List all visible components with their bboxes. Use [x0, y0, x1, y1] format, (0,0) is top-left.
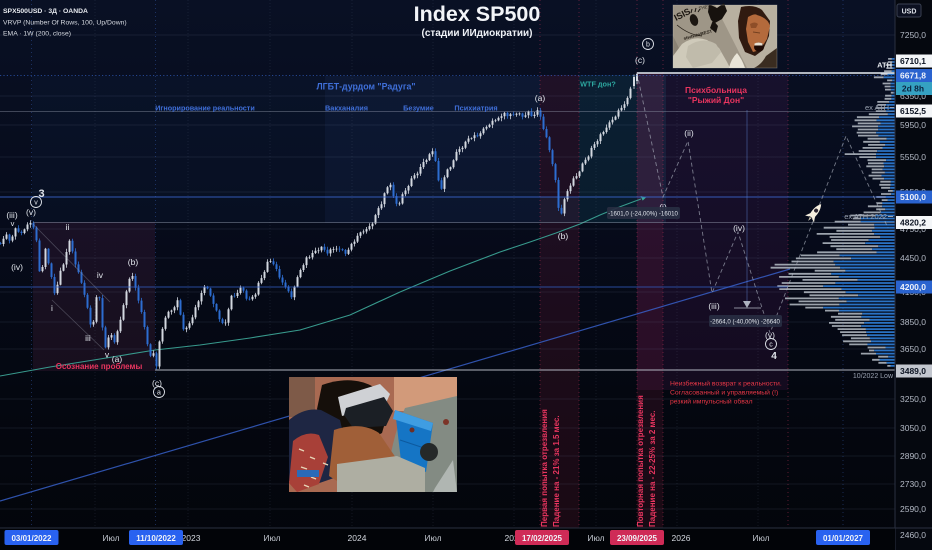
svg-text:Игнорирование реальности: Игнорирование реальности [155, 104, 255, 113]
svg-text:iv: iv [97, 270, 104, 280]
svg-text:2590,0: 2590,0 [900, 504, 926, 514]
svg-text:(c): (c) [152, 378, 162, 388]
svg-text:2730,0: 2730,0 [900, 479, 926, 489]
svg-text:17/02/2025: 17/02/2025 [522, 534, 563, 543]
svg-text:4: 4 [771, 351, 777, 362]
svg-text:2460,0: 2460,0 [900, 530, 926, 540]
svg-text:Июл: Июл [102, 533, 119, 543]
svg-text:2025: 2025 [505, 533, 524, 543]
svg-text:USD: USD [902, 9, 917, 16]
svg-text:i: i [51, 303, 53, 313]
svg-text:-1601,0 (-24,00%) -16010: -1601,0 (-24,00%) -16010 [608, 211, 678, 218]
svg-text:(b): (b) [128, 257, 139, 267]
svg-text:(v): (v) [765, 330, 775, 340]
svg-text:ex ATH 2022: ex ATH 2022 [844, 212, 887, 221]
svg-text:4450,0: 4450,0 [900, 253, 926, 263]
svg-text:ATH: ATH [877, 61, 892, 70]
svg-text:Июл: Июл [263, 533, 280, 543]
svg-text:6710,1: 6710,1 [900, 56, 926, 66]
svg-text:3050,0: 3050,0 [900, 423, 926, 433]
svg-text:WTF дон?: WTF дон? [580, 80, 616, 89]
svg-text:2023: 2023 [182, 533, 201, 543]
svg-text:Первая попытка отрезвления: Первая попытка отрезвления [540, 409, 549, 527]
svg-text:VRVP (Number Of Rows, 100, Up/: VRVP (Number Of Rows, 100, Up/Down) [3, 20, 127, 27]
svg-text:ii: ii [66, 222, 70, 232]
svg-text:(iv): (iv) [11, 262, 23, 272]
svg-text:2890,0: 2890,0 [900, 451, 926, 461]
svg-text:5100,0: 5100,0 [900, 192, 926, 202]
svg-text:(v): (v) [26, 207, 36, 217]
svg-text:резкий импульсный обвал: резкий импульсный обвал [670, 398, 753, 406]
svg-text:"Рыжий Дон": "Рыжий Дон" [688, 95, 744, 105]
svg-text:3250,0: 3250,0 [900, 394, 926, 404]
svg-text:v: v [34, 200, 38, 207]
svg-text:Падение на - 21% за 1.5 мес.: Падение на - 21% за 1.5 мес. [552, 415, 561, 527]
svg-text:Index SP500: Index SP500 [414, 2, 541, 26]
svg-text:2024: 2024 [348, 533, 367, 543]
svg-text:ЛГБТ-дурдом "Радуга": ЛГБТ-дурдом "Радуга" [316, 82, 415, 92]
svg-text:2026: 2026 [672, 533, 691, 543]
svg-text:(b): (b) [558, 231, 569, 241]
svg-text:5950,0: 5950,0 [900, 120, 926, 130]
svg-text:(ii): (ii) [684, 128, 694, 138]
svg-text:Безумие: Безумие [403, 104, 434, 113]
svg-text:Июл: Июл [752, 533, 769, 543]
svg-text:Падение на - 22-25% за 2 мес.: Падение на - 22-25% за 2 мес. [648, 411, 657, 527]
svg-text:iii: iii [85, 333, 91, 343]
svg-text:v: v [11, 219, 15, 228]
svg-text:a: a [157, 390, 161, 397]
svg-text:(стадии ИИдиократии): (стадии ИИдиократии) [422, 28, 533, 39]
svg-text:6350,0: 6350,0 [900, 91, 926, 101]
svg-text:(c): (c) [635, 55, 645, 65]
svg-text:5550,0: 5550,0 [900, 152, 926, 162]
svg-text:Психбольница: Психбольница [685, 85, 747, 95]
svg-text:4200,0: 4200,0 [900, 282, 926, 292]
svg-text:SPX500USD · 3Д · OANDA: SPX500USD · 3Д · OANDA [3, 8, 88, 15]
svg-text:3850,0: 3850,0 [900, 317, 926, 327]
svg-text:THEY: THEY [698, 4, 711, 11]
svg-text:(a): (a) [112, 354, 123, 364]
svg-text:(iii): (iii) [6, 210, 17, 220]
svg-text:-2664,0 (-40,00%) -26640: -2664,0 (-40,00%) -26640 [710, 319, 780, 326]
svg-text:01/01/2027: 01/01/2027 [823, 534, 864, 543]
svg-text:Июл: Июл [424, 533, 441, 543]
svg-text:4820,2: 4820,2 [900, 218, 926, 228]
svg-text:10/2022 Low: 10/2022 Low [853, 373, 894, 380]
svg-text:03/01/2022: 03/01/2022 [11, 534, 52, 543]
svg-text:b: b [646, 42, 650, 49]
svg-text:11/10/2022: 11/10/2022 [136, 534, 176, 543]
svg-text:Июл: Июл [587, 533, 604, 543]
svg-text:Вакханалия: Вакханалия [325, 104, 368, 113]
svg-text:7250,0: 7250,0 [900, 30, 926, 40]
svg-text:v: v [105, 350, 110, 360]
svg-text:2d 8h: 2d 8h [902, 84, 924, 94]
svg-text:(iii): (iii) [708, 301, 719, 311]
svg-text:Повторная попытка отрезвления: Повторная попытка отрезвления [636, 395, 645, 527]
svg-text:6671,8: 6671,8 [900, 71, 926, 81]
svg-text:6152,5: 6152,5 [900, 106, 926, 116]
svg-text:(a): (a) [535, 93, 546, 103]
svg-text:(iv): (iv) [733, 223, 745, 233]
svg-text:ex ATH: ex ATH [865, 103, 889, 112]
svg-text:23/09/2025: 23/09/2025 [617, 534, 658, 543]
svg-text:Осознание проблемы: Осознание проблемы [56, 362, 143, 371]
svg-text:Психиатрия: Психиатрия [454, 104, 497, 113]
svg-text:Неизбежный возврат к реальност: Неизбежный возврат к реальности. [670, 380, 782, 388]
svg-text:Согласованный и управляемый (!: Согласованный и управляемый (!) [670, 389, 778, 397]
svg-text:c: c [769, 342, 773, 349]
svg-text:3: 3 [38, 188, 44, 200]
svg-text:EMA · 1W (200, close): EMA · 1W (200, close) [3, 31, 71, 38]
svg-text:3650,0: 3650,0 [900, 344, 926, 354]
svg-text:3489,0: 3489,0 [900, 366, 926, 376]
